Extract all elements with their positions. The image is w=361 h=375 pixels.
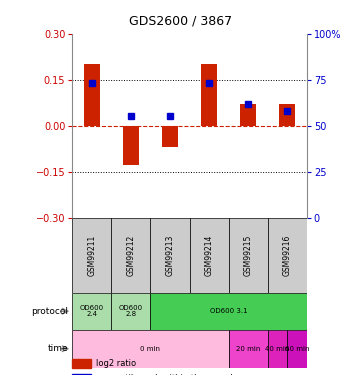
Bar xyxy=(72,330,229,368)
Text: GSM99211: GSM99211 xyxy=(87,234,96,276)
Text: GDS2600 / 3867: GDS2600 / 3867 xyxy=(129,15,232,28)
Bar xyxy=(123,126,139,165)
Text: OD600 3.1: OD600 3.1 xyxy=(210,308,247,314)
Text: protocol: protocol xyxy=(32,307,69,316)
Text: OD600
2.8: OD600 2.8 xyxy=(119,305,143,318)
Bar xyxy=(229,330,268,368)
Text: GSM99216: GSM99216 xyxy=(283,234,292,276)
Text: GSM99213: GSM99213 xyxy=(165,234,174,276)
Bar xyxy=(190,217,229,292)
Bar xyxy=(151,217,190,292)
Text: GSM99212: GSM99212 xyxy=(126,234,135,276)
Bar xyxy=(72,217,111,292)
Bar xyxy=(111,217,151,292)
Bar xyxy=(279,104,295,126)
Text: log2 ratio: log2 ratio xyxy=(96,359,136,368)
Text: time: time xyxy=(48,344,69,353)
Bar xyxy=(162,126,178,147)
Bar xyxy=(268,217,307,292)
Bar xyxy=(240,104,256,126)
Bar xyxy=(229,217,268,292)
Bar xyxy=(201,64,217,126)
Text: 0 min: 0 min xyxy=(140,346,160,352)
Bar xyxy=(268,330,287,368)
Text: GSM99214: GSM99214 xyxy=(205,234,214,276)
Bar xyxy=(287,330,307,368)
Text: GSM99215: GSM99215 xyxy=(244,234,253,276)
Bar xyxy=(84,64,100,126)
Text: 40 min: 40 min xyxy=(265,346,290,352)
Bar xyxy=(111,292,151,330)
Text: 60 min: 60 min xyxy=(285,346,309,352)
Bar xyxy=(72,359,91,368)
Text: 20 min: 20 min xyxy=(236,346,260,352)
Bar xyxy=(72,292,111,330)
Text: OD600
2.4: OD600 2.4 xyxy=(80,305,104,318)
Bar xyxy=(72,374,91,375)
Bar xyxy=(151,292,307,330)
Text: percentile rank within the sample: percentile rank within the sample xyxy=(96,374,238,375)
